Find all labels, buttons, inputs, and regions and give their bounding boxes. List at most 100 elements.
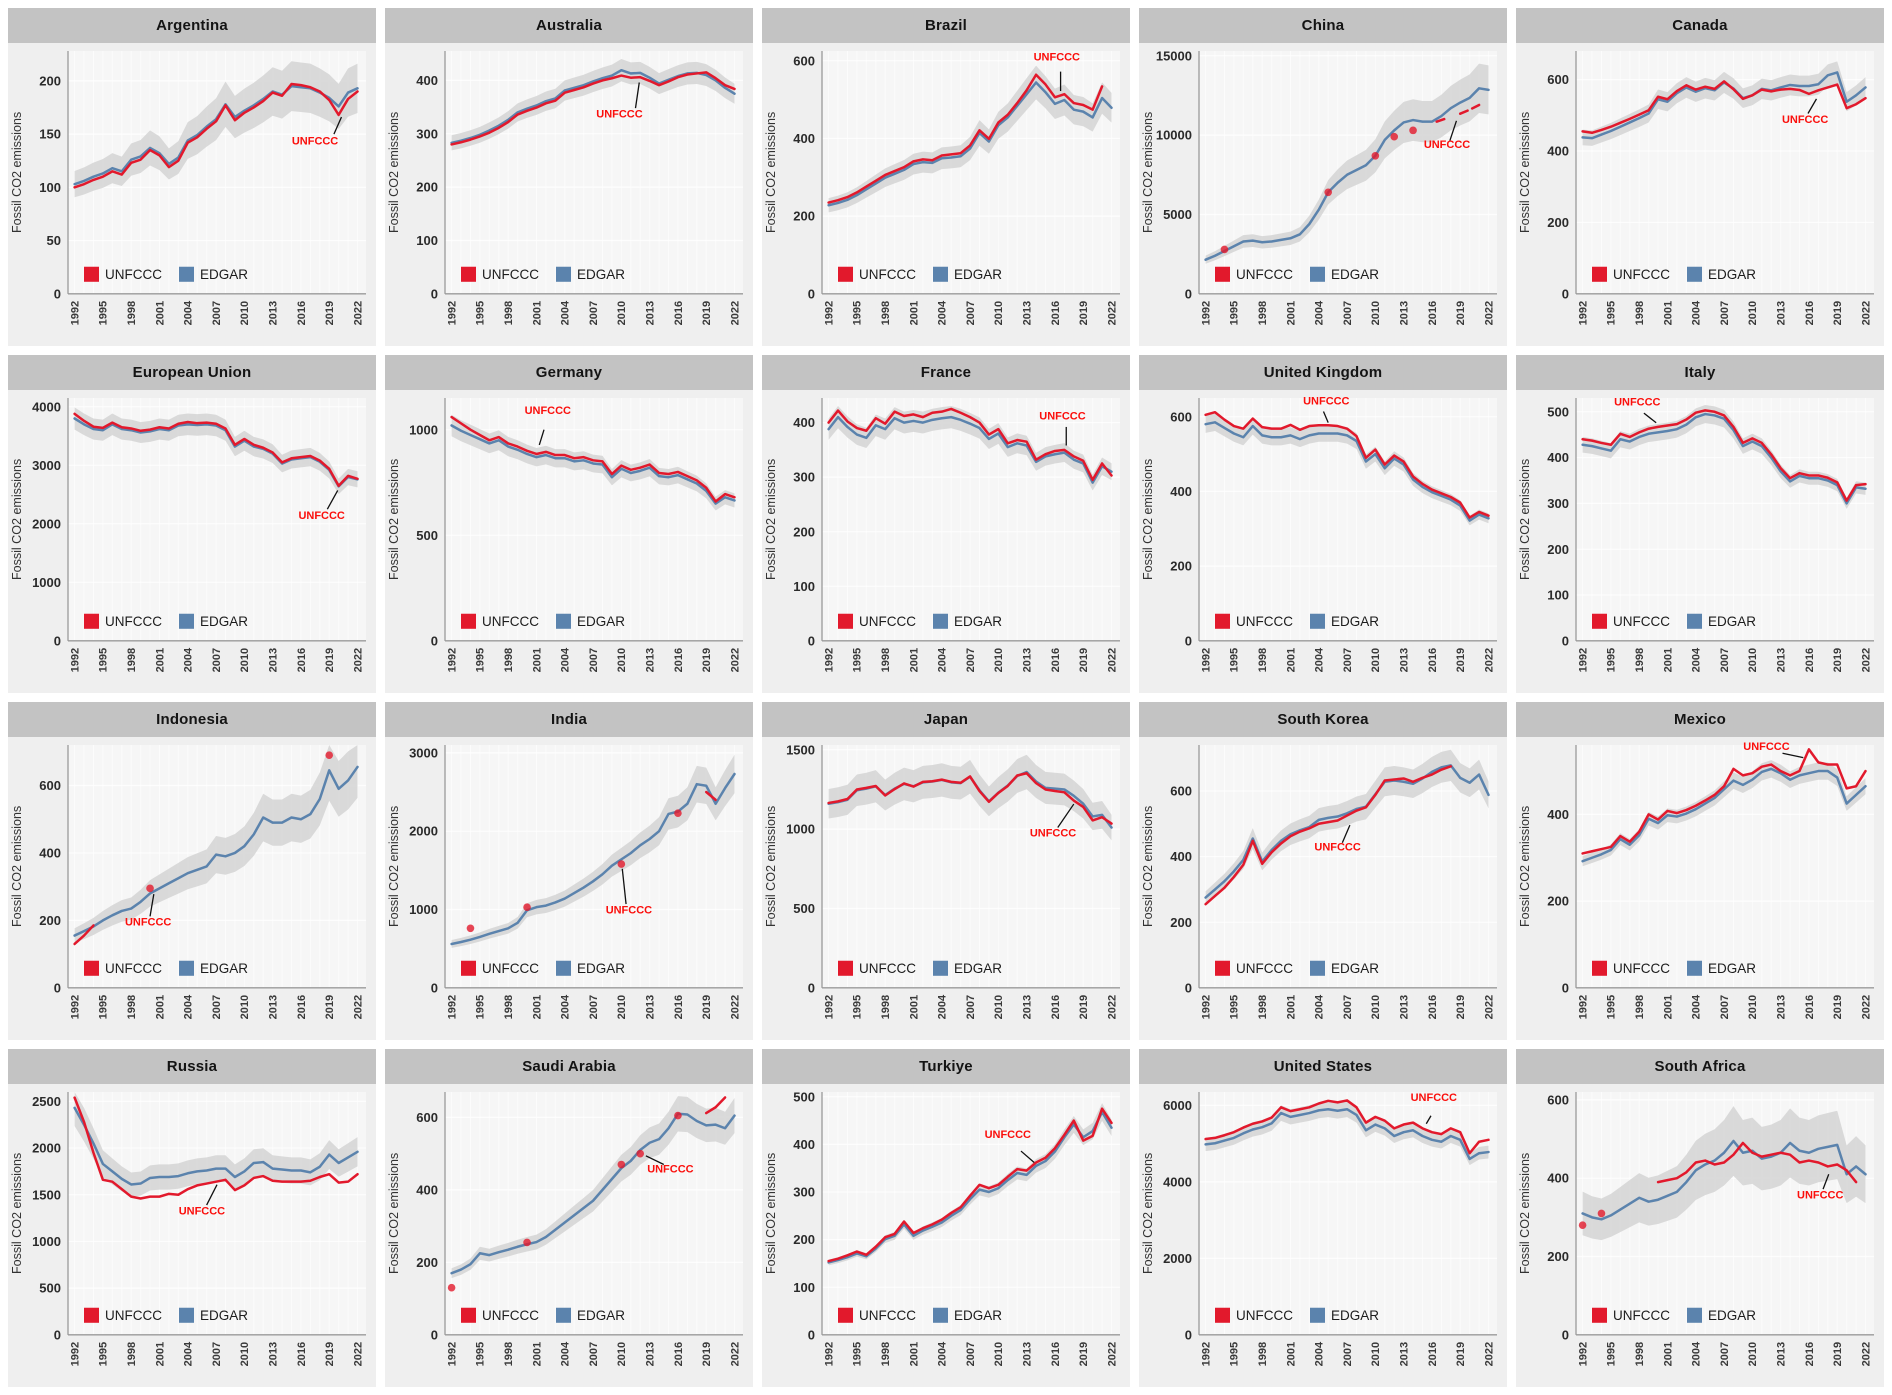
chart-panel: European Union 0 1000 2000 3000 4000 1992 1995 1… [8, 355, 376, 693]
x-tick-label: 2022 [352, 648, 364, 673]
x-tick-label: 1998 [880, 995, 892, 1020]
x-tick-label: 2019 [1455, 301, 1467, 326]
x-tick-label: 1998 [1634, 301, 1646, 326]
legend-swatch-edgar [1687, 266, 1702, 282]
x-tick-label: 2019 [701, 995, 713, 1020]
annotation-leader-line [1322, 411, 1329, 423]
legend-label-unfccc: UNFCCC [482, 614, 539, 629]
x-tick-label: 2007 [588, 648, 600, 673]
uncertainty-band [828, 754, 1112, 841]
legend-label-unfccc: UNFCCC [482, 1308, 539, 1323]
x-tick-label: 2001 [1662, 301, 1674, 326]
x-tick-label: 2010 [239, 648, 251, 673]
x-tick-label: 1995 [1606, 301, 1618, 326]
x-tick-label: 2010 [616, 301, 628, 326]
legend: UNFCCC EDGAR [461, 960, 625, 976]
y-tick-label: 200 [793, 524, 815, 539]
y-axis-label: Fossil CO2 emissions [764, 459, 778, 580]
x-tick-label: 1992 [1200, 301, 1212, 326]
x-tick-label: 1995 [98, 995, 110, 1020]
y-axis-label: Fossil CO2 emissions [1518, 459, 1532, 580]
legend-swatch-unfccc [84, 613, 99, 629]
annotation-leader-line [1822, 1174, 1830, 1190]
x-tick-label: 2022 [352, 301, 364, 326]
chart-panel: Germany 0 500 1000 1992 1995 1998 2001 2004 2007 2… [385, 355, 753, 693]
x-tick-label: 2019 [1078, 301, 1090, 326]
y-tick-label: 0 [1562, 286, 1569, 301]
y-axis-label: Fossil CO2 emissions [764, 1153, 778, 1274]
uncertainty-band [1582, 61, 1866, 146]
legend-swatch-edgar [1687, 960, 1702, 976]
x-tick-label: 1995 [475, 1342, 487, 1367]
x-tick-label: 2004 [560, 994, 572, 1019]
annotation-unfccc-label: UNFCCC [596, 109, 642, 121]
uncertainty-band [451, 1096, 735, 1279]
x-tick-label: 1995 [1229, 995, 1241, 1020]
annotation-leader-line [1449, 120, 1458, 141]
chart-title: South Korea [1139, 702, 1507, 737]
x-tick-label: 2007 [588, 995, 600, 1020]
y-tick-label: 0 [808, 980, 815, 995]
annotation-leader-line [1425, 1115, 1432, 1125]
annotation-leader-line [1057, 803, 1075, 828]
chart-title: China [1139, 8, 1507, 43]
edgar-line [827, 1110, 1113, 1264]
y-tick-label: 0 [54, 1327, 61, 1342]
legend-label-unfccc: UNFCCC [859, 614, 916, 629]
legend-label-unfccc: UNFCCC [1613, 1308, 1670, 1323]
y-tick-label: 100 [416, 233, 438, 248]
annotation-leader-line [1020, 1150, 1035, 1163]
x-tick-label: 2007 [211, 995, 223, 1020]
legend-swatch-unfccc [84, 960, 99, 976]
x-tick-label: 2010 [239, 995, 251, 1020]
legend-label-edgar: EDGAR [954, 961, 1002, 976]
x-tick-label: 2013 [645, 1342, 657, 1367]
x-tick-label: 2013 [645, 648, 657, 673]
annotation-leader-line [634, 82, 640, 109]
legend-swatch-unfccc [838, 960, 853, 976]
x-tick-label: 2019 [701, 301, 713, 326]
x-tick-label: 2010 [993, 995, 1005, 1020]
y-tick-label: 300 [1547, 496, 1569, 511]
x-tick-label: 1998 [126, 301, 138, 326]
x-tick-label: 1992 [69, 1342, 81, 1367]
y-tick-label: 0 [808, 286, 815, 301]
y-axis-label: Fossil CO2 emissions [764, 112, 778, 233]
unfccc-point [617, 1160, 626, 1169]
chart-title: Mexico [1516, 702, 1884, 737]
edgar-line [73, 765, 359, 937]
x-tick-label: 2022 [352, 995, 364, 1020]
chart-title: Germany [385, 355, 753, 390]
x-tick-label: 1992 [1200, 1342, 1212, 1367]
chart-panel: South Korea 0 200 400 600 1992 1995 1998 2001 200… [1139, 702, 1507, 1040]
uncertainty-band [1205, 749, 1489, 904]
x-tick-label: 2019 [324, 1342, 336, 1367]
uncertainty-band [1582, 404, 1866, 509]
y-tick-label: 400 [1547, 450, 1569, 465]
x-tick-label: 1998 [1257, 301, 1269, 326]
x-tick-label: 2010 [1747, 648, 1759, 673]
x-tick-label: 1992 [69, 648, 81, 673]
y-tick-label: 300 [416, 126, 438, 141]
legend-swatch-edgar [556, 613, 571, 629]
x-tick-label: 2004 [937, 300, 949, 325]
y-axis-label: Fossil CO2 emissions [1141, 112, 1155, 233]
annotation-unfccc-label: UNFCCC [1039, 410, 1085, 422]
x-tick-label: 2022 [1106, 648, 1118, 673]
x-tick-label: 2016 [296, 995, 308, 1020]
legend-swatch-unfccc [461, 960, 476, 976]
y-tick-label: 600 [793, 53, 815, 68]
x-tick-label: 2013 [268, 1342, 280, 1367]
annotation-unfccc-label: UNFCCC [1303, 396, 1349, 408]
y-tick-label: 150 [39, 127, 61, 142]
uncertainty-band [1205, 63, 1489, 264]
legend: UNFCCC EDGAR [84, 613, 248, 629]
unfccc-line [704, 1096, 727, 1115]
y-tick-label: 0 [1185, 286, 1192, 301]
edgar-line [450, 424, 736, 505]
chart-panel: Italy 0 100 200 300 400 500 1992 1995 1998 2001 200… [1516, 355, 1884, 693]
legend-label-edgar: EDGAR [954, 614, 1002, 629]
y-tick-label: 0 [54, 980, 61, 995]
chart-title: Italy [1516, 355, 1884, 390]
x-tick-label: 2022 [1860, 1342, 1872, 1367]
